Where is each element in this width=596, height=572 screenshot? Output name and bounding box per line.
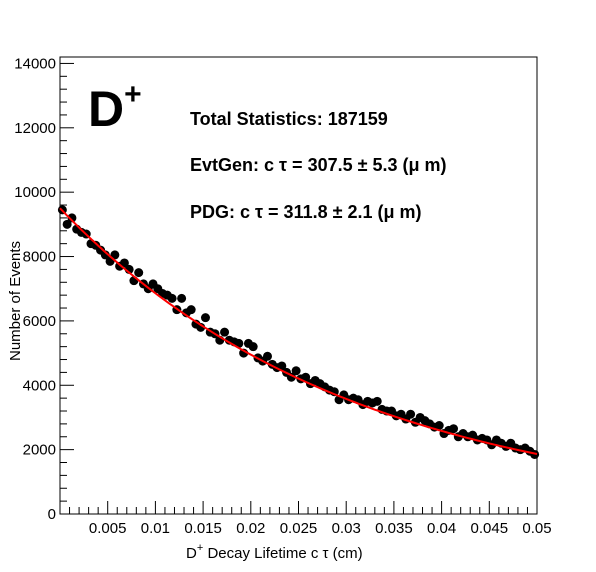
data-point (134, 268, 144, 278)
data-point (248, 342, 258, 352)
fit-curve (59, 207, 538, 455)
data-point (186, 305, 196, 315)
data-point (291, 366, 301, 376)
data-point (177, 293, 187, 303)
data-point (277, 361, 287, 371)
x-tick-label: 0.035 (375, 520, 413, 537)
data-point (220, 327, 230, 337)
x-tick-label: 0.04 (427, 520, 456, 537)
x-tick-label: 0.03 (332, 520, 361, 537)
y-tick-label: 6000 (23, 313, 56, 330)
x-axis: 0.005 0.01 0.015 0.02 0.025 0.03 0.035 0.04 0.04… (69, 501, 552, 537)
data-point (434, 420, 444, 430)
data-point (62, 219, 72, 229)
data-point (119, 258, 129, 268)
x-tick-label: 0.005 (89, 520, 127, 537)
total-statistics-text: Total Statistics: 187159 (190, 109, 388, 129)
particle-label: D+ (88, 78, 142, 137)
data-point (110, 250, 120, 260)
y-axis-title: Number of Events (7, 241, 24, 361)
x-tick-label: 0.045 (471, 520, 509, 537)
x-tick-label: 0.05 (522, 520, 551, 537)
x-tick-label: 0.025 (280, 520, 318, 537)
x-tick-label: 0.02 (236, 520, 265, 537)
x-tick-label: 0.015 (184, 520, 222, 537)
pdg-result-text: PDG: c τ = 311.8 ± 2.1 (μ m) (190, 202, 422, 222)
y-tick-label: 14000 (14, 55, 56, 72)
data-point (449, 424, 459, 434)
y-tick-label: 4000 (23, 377, 56, 394)
y-tick-label: 10000 (14, 184, 56, 201)
data-point (167, 293, 177, 303)
data-points (57, 205, 540, 459)
data-point (200, 313, 210, 323)
y-axis: 0 2000 4000 6000 8000 10000 12000 14000 (14, 55, 74, 523)
y-tick-label: 2000 (23, 442, 56, 459)
x-axis-title: D+ Decay Lifetime c τ (cm) (186, 542, 363, 562)
data-point (196, 322, 206, 332)
data-point (301, 372, 311, 382)
evtgen-result-text: EvtGen: c τ = 307.5 ± 5.3 (μ m) (190, 155, 447, 175)
data-point (262, 351, 272, 361)
data-point (67, 213, 77, 223)
y-tick-label: 12000 (14, 120, 56, 137)
data-point (406, 409, 416, 419)
y-tick-label: 0 (48, 506, 56, 523)
x-tick-label: 0.01 (141, 520, 170, 537)
y-tick-label: 8000 (23, 249, 56, 266)
data-point (372, 396, 382, 406)
data-point (100, 250, 110, 260)
